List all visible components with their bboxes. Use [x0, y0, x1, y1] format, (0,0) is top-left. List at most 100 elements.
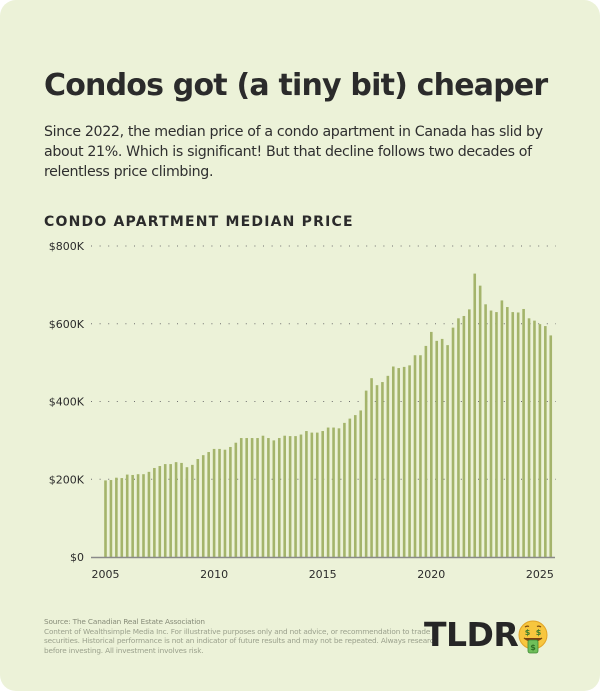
- bar: [516, 312, 520, 557]
- bar: [120, 478, 124, 557]
- bar: [305, 431, 308, 557]
- footer: Source: The Canadian Real Estate Associa…: [44, 617, 444, 655]
- bar-chart: $0$200K$400K$600K$800K 2005 2010 2015 2020 2…: [49, 240, 556, 581]
- bar: [435, 340, 439, 557]
- bar: [489, 310, 493, 557]
- bar: [353, 415, 357, 557]
- bar: [451, 327, 455, 557]
- bar: [158, 466, 162, 557]
- bar: [457, 318, 460, 557]
- bar: [440, 338, 444, 557]
- bar: [125, 474, 129, 557]
- bar: [163, 464, 167, 557]
- bar: [424, 345, 428, 557]
- bar: [397, 368, 401, 557]
- bar: [522, 308, 525, 557]
- bar: [169, 464, 172, 557]
- y-tick-label: $800K: [49, 240, 85, 253]
- bar: [544, 326, 547, 557]
- bar: [484, 304, 487, 557]
- bar: [495, 312, 498, 557]
- bar: [473, 273, 477, 557]
- bar: [343, 422, 346, 557]
- bar: [506, 307, 509, 557]
- bar: [299, 434, 303, 557]
- bar: [267, 438, 270, 557]
- bar: [223, 449, 227, 557]
- x-tick-label: 2025: [526, 568, 554, 581]
- bar: [191, 464, 194, 557]
- bar: [430, 331, 433, 557]
- svg-text:$: $: [525, 628, 531, 637]
- bar: [234, 442, 238, 557]
- bar: [402, 366, 406, 557]
- bar: [321, 431, 324, 557]
- bar: [478, 285, 482, 557]
- x-tick-label: 2020: [417, 568, 445, 581]
- bar: [131, 474, 134, 557]
- x-tick-label: 2015: [309, 568, 337, 581]
- bar: [288, 436, 292, 557]
- bar: [250, 438, 254, 557]
- bar: [408, 365, 411, 557]
- svg-text:$: $: [536, 628, 542, 637]
- bar: [239, 438, 243, 557]
- page-title: Condos got (a tiny bit) cheaper: [44, 68, 548, 103]
- bar: [136, 474, 140, 557]
- bar: [370, 378, 373, 557]
- y-tick-label: $0: [70, 551, 84, 564]
- logo-text: TLDR: [424, 615, 519, 654]
- svg-text:$: $: [531, 643, 537, 652]
- disclaimer: Content of Wealthsimple Media Inc. For i…: [44, 626, 439, 655]
- chart-title: CONDO APARTMENT MEDIAN PRICE: [44, 214, 354, 230]
- y-axis-ticks: $0 $200K $400K $600K $800K: [49, 240, 85, 564]
- bar: [332, 427, 335, 557]
- bar: [511, 312, 515, 557]
- bar: [272, 440, 276, 558]
- bar: [294, 436, 297, 557]
- bar: [245, 438, 248, 557]
- bar: [196, 459, 200, 557]
- bar: [207, 452, 210, 557]
- bar: [201, 455, 205, 557]
- bar: [185, 467, 189, 557]
- bar: [348, 418, 352, 557]
- bar: [359, 410, 363, 557]
- bar: [386, 375, 390, 557]
- bar: [364, 390, 368, 557]
- x-axis-ticks: 2005 2010 2015 2020 2025: [92, 568, 554, 581]
- tldr-logo: TLDR $ $ $: [424, 615, 550, 654]
- bar: [381, 382, 384, 557]
- bar: [153, 467, 156, 557]
- bar: [180, 462, 183, 557]
- y-tick-label: $600K: [49, 318, 85, 331]
- bar: [174, 462, 178, 557]
- money-mouth-face-icon: $ $ $: [518, 620, 548, 654]
- bar: [315, 432, 319, 557]
- bars: [104, 273, 553, 558]
- bar: [212, 448, 216, 557]
- bar: [104, 480, 107, 557]
- y-tick-label: $200K: [49, 473, 85, 486]
- bar: [375, 385, 379, 557]
- bar: [277, 438, 281, 557]
- page-subtitle: Since 2022, the median price of a condo …: [44, 124, 543, 180]
- bar: [326, 427, 330, 557]
- bar: [256, 438, 259, 557]
- bar: [310, 432, 314, 557]
- bar: [109, 480, 113, 557]
- bar: [533, 320, 536, 557]
- bar: [115, 477, 118, 557]
- source-note: Source: The Canadian Real Estate Associa…: [44, 617, 205, 626]
- bar: [229, 446, 232, 557]
- bar: [413, 355, 417, 557]
- bar: [468, 309, 471, 557]
- bar: [419, 355, 422, 557]
- bar: [142, 474, 145, 557]
- bar: [147, 471, 151, 557]
- bar: [538, 324, 542, 557]
- bar: [283, 435, 286, 557]
- bar: [446, 345, 449, 557]
- bar: [549, 335, 553, 557]
